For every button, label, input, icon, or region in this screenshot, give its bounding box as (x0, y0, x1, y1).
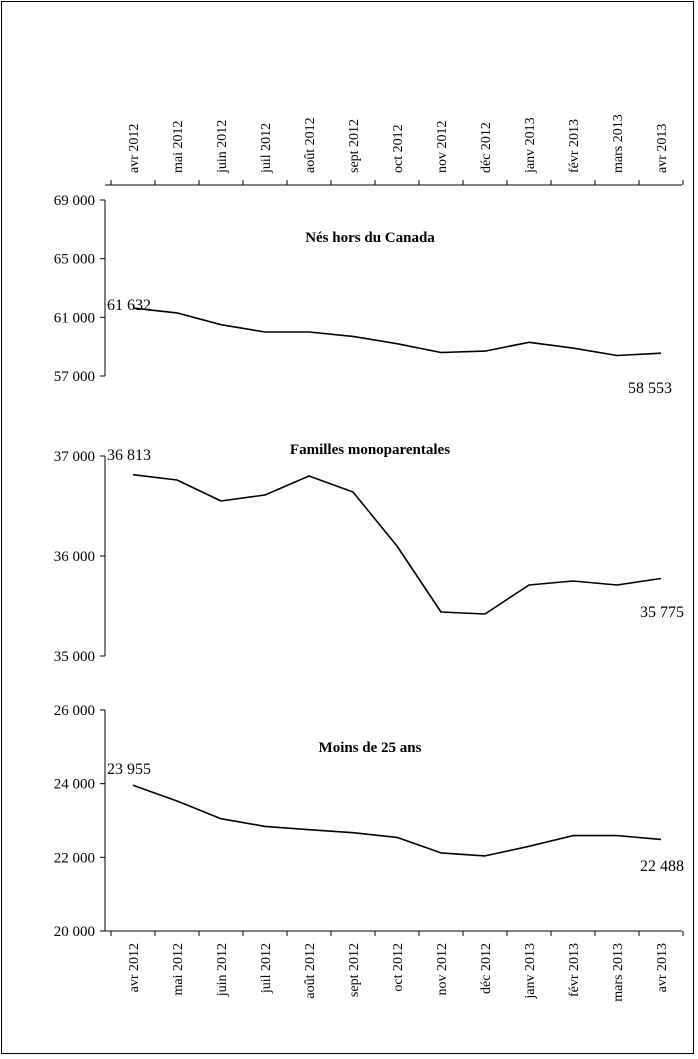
x-tick-label: juil 2012 (259, 123, 274, 174)
x-tick-label: juil 2012 (259, 943, 274, 994)
series-line (132, 473, 662, 615)
x-tick-label: mai 2012 (171, 121, 186, 174)
data-label-last: 58 553 (628, 380, 672, 397)
x-tick-label: avr 2013 (655, 943, 670, 992)
x-tick-label: avr 2012 (127, 124, 142, 173)
x-tick-label: févr 2013 (567, 943, 582, 997)
x-tick-label: déc 2012 (479, 122, 494, 173)
panel-title: Familles monoparentales (290, 442, 450, 458)
y-tick-label: 20 000 (54, 924, 95, 940)
x-tick-label: sept 2012 (347, 119, 362, 173)
data-label-last: 22 488 (640, 858, 684, 875)
x-tick-label: nov 2012 (435, 121, 450, 174)
panel-title: Nés hors du Canada (305, 230, 435, 246)
y-tick-label: 22 000 (54, 850, 95, 866)
panel-title: Moins de 25 ans (319, 740, 422, 756)
x-tick-label: oct 2012 (391, 124, 406, 173)
data-label-first: 61 632 (107, 297, 151, 314)
panel-1: 57 000 61 000 65 000 69 000 Nés hors du Cana… (54, 193, 672, 397)
x-tick-label: déc 2012 (479, 943, 494, 994)
y-tick-label: 57 000 (54, 369, 95, 385)
x-tick-label: août 2012 (303, 943, 318, 999)
series-line (132, 307, 662, 357)
data-label-first: 23 955 (107, 761, 151, 778)
x-axis-top: avr 2012 mai 2012 juin 2012 juil 2012 août 2… (105, 114, 684, 186)
panel-2: 35 000 36 000 37 000 Familles monoparentale… (54, 442, 684, 665)
y-tick-label: 26 000 (54, 703, 95, 719)
data-label-first: 36 813 (107, 447, 151, 464)
y-tick-label: 37 000 (54, 449, 95, 465)
x-tick-label: juin 2012 (215, 943, 230, 997)
x-tick-label: oct 2012 (391, 943, 406, 992)
x-tick-label: janv 2013 (523, 943, 538, 1000)
x-tick-label: sept 2012 (347, 943, 362, 997)
series-line (132, 784, 662, 857)
x-tick-label: avr 2012 (127, 943, 142, 992)
x-tick-label: mars 2013 (611, 943, 626, 1002)
y-tick-label: 61 000 (54, 310, 95, 326)
y-tick-label: 36 000 (54, 549, 95, 565)
x-tick-label: févr 2013 (567, 119, 582, 173)
panel-3: 20 000 22 000 24 000 26 000 Moins de 25 ans 2… (54, 703, 684, 940)
data-label-last: 35 775 (640, 604, 684, 621)
x-axis-bottom: avr 2012 mai 2012 juin 2012 juil 2012 août 2… (105, 930, 684, 1002)
y-tick-label: 65 000 (54, 252, 95, 268)
y-tick-label: 24 000 (54, 777, 95, 793)
x-tick-label: mai 2012 (171, 943, 186, 996)
y-tick-label: 35 000 (54, 649, 95, 665)
x-tick-label: avr 2013 (655, 124, 670, 173)
x-tick-label: août 2012 (303, 117, 318, 173)
x-tick-label: juin 2012 (215, 120, 230, 174)
x-tick-label: mars 2013 (611, 114, 626, 173)
y-tick-label: 69 000 (54, 193, 95, 209)
x-tick-label: janv 2013 (523, 117, 538, 174)
x-tick-label: nov 2012 (435, 943, 450, 996)
